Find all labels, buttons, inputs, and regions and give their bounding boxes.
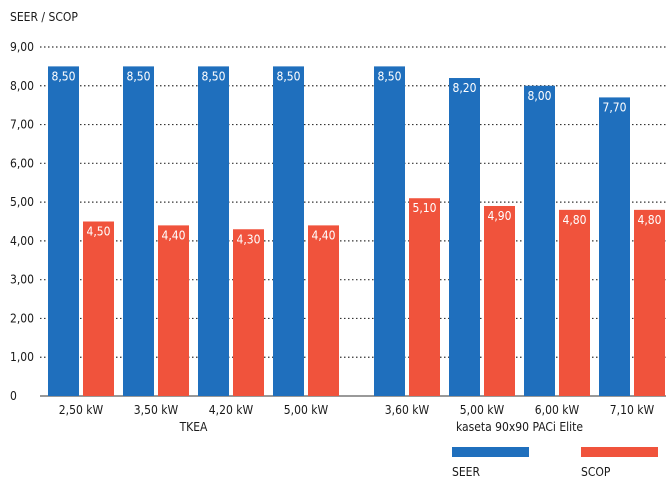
bars: 8,50 4,50 8,50 4,40 8,50 4,30 8,50 4,40 8,50 5,10… <box>48 66 665 397</box>
scop-bar <box>158 225 189 396</box>
data-label: 5,10 <box>412 201 436 215</box>
seer-bar <box>599 97 630 397</box>
y-tick-label: 4,00 <box>10 234 34 248</box>
y-tick-label: 2,00 <box>10 311 34 325</box>
data-label: 8,00 <box>527 89 551 103</box>
scop-bar <box>484 205 515 396</box>
y-tick-labels: 0 1,00 2,00 3,00 4,00 5,00 6,00 7,00 8,00 9,00 <box>10 40 34 403</box>
scop-bar <box>233 229 264 396</box>
x-tick-label: 2,50 kW <box>59 403 104 417</box>
data-label: 8,50 <box>51 69 75 83</box>
y-axis-title: SEER / SCOP <box>10 10 78 24</box>
seer-bar <box>273 66 304 396</box>
data-label: 4,40 <box>161 228 185 242</box>
data-label: 4,50 <box>86 225 110 239</box>
y-tick-label: 6,00 <box>10 156 34 170</box>
scop-bar <box>308 225 339 396</box>
data-label: 8,50 <box>126 69 150 83</box>
data-label: 4,40 <box>311 228 335 242</box>
seer-bar <box>198 66 229 396</box>
x-tick-label: 3,60 kW <box>385 403 430 417</box>
seer-bar <box>374 66 405 396</box>
y-tick-label: 1,00 <box>10 350 34 364</box>
y-tick-label: 0 <box>10 389 17 403</box>
data-label: 4,30 <box>236 232 260 246</box>
x-tick-label: 3,50 kW <box>134 403 179 417</box>
scop-bar <box>634 209 665 396</box>
data-label: 8,50 <box>276 69 300 83</box>
scop-bar <box>83 221 114 396</box>
seer-bar <box>449 78 480 397</box>
data-label: 4,80 <box>637 213 661 227</box>
data-label: 8,50 <box>377 69 401 83</box>
data-label: 4,90 <box>487 209 511 223</box>
x-tick-label: 5,00 kW <box>284 403 329 417</box>
x-tick-label: 7,10 kW <box>610 403 655 417</box>
seer-bar <box>524 85 555 397</box>
group-label: kaseta 90x90 PACi Elite <box>456 420 583 434</box>
data-label: 4,80 <box>562 213 586 227</box>
x-tick-labels: 2,50 kW 3,50 kW 4,20 kW 5,00 kW 3,60 kW 5,00 … <box>59 403 655 434</box>
seer-legend-label: SEER <box>452 465 480 479</box>
y-tick-label: 9,00 <box>10 40 34 54</box>
x-tick-label: 4,20 kW <box>209 403 254 417</box>
y-tick-label: 7,00 <box>10 118 34 132</box>
y-tick-label: 3,00 <box>10 273 34 287</box>
scop-bar <box>409 198 440 396</box>
data-label: 7,70 <box>602 100 626 114</box>
group-label: TKEA <box>179 420 208 434</box>
scop-bar <box>559 209 590 396</box>
data-label: 8,20 <box>452 81 476 95</box>
seer-bar <box>48 66 79 396</box>
legend: SEER SCOP <box>452 447 658 479</box>
x-tick-label: 6,00 kW <box>535 403 580 417</box>
seer-bar <box>123 66 154 396</box>
y-tick-label: 8,00 <box>10 79 34 93</box>
scop-legend-swatch <box>581 447 658 457</box>
seer-legend-swatch <box>452 447 529 457</box>
data-label: 8,50 <box>201 69 225 83</box>
y-tick-label: 5,00 <box>10 195 34 209</box>
x-tick-label: 5,00 kW <box>460 403 505 417</box>
scop-legend-label: SCOP <box>581 465 611 479</box>
